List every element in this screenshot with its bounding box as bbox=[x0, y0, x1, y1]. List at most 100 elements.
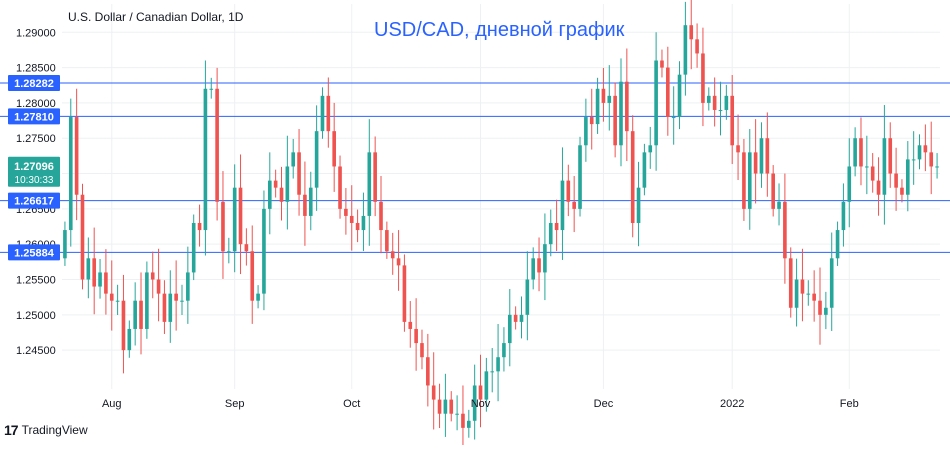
candle-body bbox=[215, 88, 219, 202]
candle-body bbox=[291, 152, 296, 167]
candle-body bbox=[209, 88, 214, 90]
level-price-label: 1.27810 bbox=[14, 111, 54, 123]
candle-body bbox=[437, 399, 442, 414]
level-price-label-bg bbox=[8, 192, 60, 209]
candle-body bbox=[285, 166, 290, 202]
candle-body bbox=[759, 138, 764, 174]
candle-body bbox=[349, 215, 354, 223]
candle-body bbox=[449, 399, 454, 414]
candle-body bbox=[859, 138, 863, 167]
candle-body bbox=[150, 272, 155, 280]
symbol-title: U.S. Dollar / Canadian Dollar, 1D bbox=[68, 10, 244, 24]
candle-body bbox=[841, 201, 846, 231]
candle-body bbox=[478, 385, 483, 400]
candle-body bbox=[396, 258, 401, 266]
candle-body bbox=[677, 74, 682, 118]
candle-body bbox=[753, 152, 758, 174]
candle-body bbox=[824, 307, 828, 315]
candle-body bbox=[923, 145, 928, 153]
horizontal-levels bbox=[0, 82, 950, 253]
candle-body bbox=[818, 300, 822, 315]
candle-body bbox=[443, 399, 448, 414]
candle-body bbox=[303, 194, 307, 216]
candle-body bbox=[426, 357, 430, 386]
level-price-label: 1.26617 bbox=[14, 196, 54, 208]
candle-body bbox=[847, 166, 852, 202]
candle-body bbox=[139, 300, 143, 329]
candle-body bbox=[525, 279, 530, 315]
candle-body bbox=[338, 166, 342, 209]
candle-body bbox=[227, 251, 231, 253]
candle-body bbox=[917, 145, 922, 160]
candle-body bbox=[379, 201, 383, 231]
candle-body bbox=[742, 152, 746, 209]
candle-body bbox=[911, 159, 916, 161]
candle-body bbox=[730, 95, 735, 146]
candle-body bbox=[783, 201, 787, 259]
candle-body bbox=[660, 60, 664, 68]
candle-body bbox=[308, 187, 313, 216]
candle-body bbox=[174, 293, 178, 301]
candle-body bbox=[589, 117, 594, 125]
candle-body bbox=[262, 208, 266, 294]
candle-body bbox=[537, 258, 541, 273]
candle-body bbox=[408, 321, 413, 329]
candle-body bbox=[625, 81, 629, 132]
candle-body bbox=[320, 95, 325, 132]
current-price-label-bg bbox=[8, 156, 60, 187]
candles bbox=[63, 0, 939, 450]
candle-body bbox=[63, 230, 67, 259]
candle-body bbox=[613, 95, 617, 146]
candle-body bbox=[145, 272, 149, 329]
candle-body bbox=[115, 300, 120, 302]
candle-body bbox=[168, 293, 173, 322]
candle-body bbox=[466, 420, 471, 428]
y-tick-label: 1.25000 bbox=[16, 310, 56, 322]
x-tick-label: Oct bbox=[343, 398, 360, 410]
x-tick-label: Sep bbox=[225, 398, 245, 410]
candle-body bbox=[250, 251, 255, 301]
candle-body bbox=[648, 145, 653, 153]
candle-body bbox=[256, 293, 260, 301]
candle-body bbox=[584, 117, 588, 146]
level-price-label-bg bbox=[8, 74, 60, 91]
candle-body bbox=[267, 180, 272, 209]
candle-body bbox=[314, 131, 319, 188]
candle-body bbox=[244, 244, 249, 252]
candle-body bbox=[414, 328, 418, 344]
candle-body bbox=[812, 293, 816, 301]
candle-body bbox=[788, 258, 793, 308]
candle-body bbox=[619, 81, 623, 146]
candle-body bbox=[162, 293, 167, 322]
candle-body bbox=[326, 95, 331, 132]
candle-body bbox=[191, 222, 196, 273]
x-tick-label: Dec bbox=[594, 398, 614, 410]
y-tick-label: 1.25500 bbox=[16, 275, 56, 287]
candle-body bbox=[607, 95, 612, 103]
candle-body bbox=[104, 272, 108, 294]
candle-body bbox=[80, 194, 85, 280]
candle-body bbox=[496, 357, 500, 372]
candle-body bbox=[238, 187, 243, 245]
candle-body bbox=[595, 88, 600, 125]
candle-body bbox=[929, 152, 934, 167]
candle-body bbox=[507, 314, 512, 344]
candle-body bbox=[736, 145, 740, 153]
candle-body bbox=[373, 152, 377, 202]
candle-body bbox=[671, 117, 676, 119]
candle-body bbox=[367, 152, 372, 216]
candle-body bbox=[385, 230, 389, 252]
candle-body bbox=[876, 180, 881, 195]
candle-body bbox=[835, 230, 840, 259]
candle-body bbox=[221, 201, 225, 252]
candle-body bbox=[701, 53, 705, 103]
level-price-label-bg bbox=[8, 108, 60, 125]
candle-body bbox=[683, 25, 688, 75]
tradingview-logo-icon: 17 bbox=[4, 422, 19, 438]
x-tick-label: Feb bbox=[840, 398, 859, 410]
candle-body bbox=[706, 95, 711, 103]
candle-body bbox=[894, 173, 898, 188]
candle-body bbox=[800, 279, 805, 294]
